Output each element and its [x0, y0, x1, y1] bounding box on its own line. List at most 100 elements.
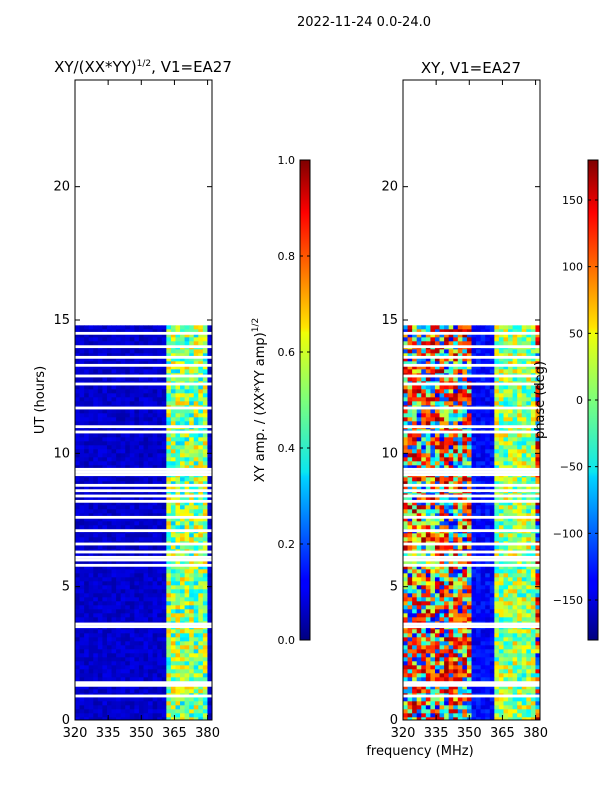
heatmap-cell: [138, 341, 144, 346]
heatmap-cell: [166, 501, 172, 506]
heatmap-cell: [466, 561, 472, 566]
heatmap-cell: [102, 657, 108, 662]
heatmap-cell: [116, 517, 122, 522]
heatmap-cell: [202, 525, 208, 530]
heatmap-cell: [116, 661, 122, 666]
heatmap-cell: [434, 377, 440, 382]
heatmap-cell: [189, 449, 195, 454]
heatmap-cell: [79, 377, 85, 382]
heatmap-cell: [175, 713, 181, 718]
heatmap-cell: [407, 353, 413, 358]
heatmap-cell: [184, 421, 190, 426]
heatmap-cell: [207, 565, 213, 570]
heatmap-cell: [448, 545, 454, 550]
heatmap-cell: [508, 409, 513, 414]
heatmap-cell: [152, 397, 158, 402]
heatmap-cell: [102, 521, 108, 526]
heatmap-cell: [403, 533, 408, 538]
heatmap-cell: [466, 337, 472, 342]
heatmap-cell: [412, 369, 418, 374]
heatmap-cell: [106, 325, 112, 330]
x-tick-label: 320: [63, 726, 88, 741]
heatmap-cell: [457, 337, 463, 342]
heatmap-cell: [193, 329, 199, 334]
heatmap-cell: [106, 633, 112, 638]
heatmap-cell: [129, 601, 135, 606]
heatmap-cell: [412, 445, 418, 450]
heatmap-cell: [517, 461, 523, 466]
heatmap-cell: [152, 589, 158, 594]
heatmap-cell: [161, 669, 167, 674]
heatmap-cell: [180, 589, 185, 594]
heatmap-cell: [439, 509, 445, 514]
heatmap-cell: [207, 537, 213, 542]
heatmap-cell: [202, 657, 208, 662]
heatmap-cell: [93, 649, 99, 654]
heatmap-cell: [84, 365, 90, 370]
heatmap-cell: [453, 465, 459, 470]
heatmap-cell: [170, 689, 176, 694]
heatmap-cell: [138, 673, 144, 678]
heatmap-cell: [102, 369, 108, 374]
heatmap-cell: [453, 497, 459, 502]
heatmap-cell: [84, 449, 90, 454]
heatmap-cell: [175, 525, 181, 530]
heatmap-cell: [476, 501, 482, 506]
heatmap-cell: [106, 521, 112, 526]
heatmap-cell: [129, 533, 135, 538]
heatmap-cell: [535, 517, 541, 522]
heatmap-cell: [485, 553, 491, 558]
heatmap-cell: [466, 513, 472, 518]
heatmap-cell: [180, 441, 185, 446]
heatmap-cell: [97, 461, 103, 466]
heatmap-cell: [193, 713, 199, 718]
left-panel: XY/(XX*YY)1/2, V1=EA27 UT (hours) 320 335…: [33, 58, 232, 741]
heatmap-cell: [189, 525, 195, 530]
heatmap-cell: [462, 333, 468, 338]
heatmap-cell: [503, 437, 509, 442]
heatmap-cell: [430, 485, 436, 490]
heatmap-cell: [138, 453, 144, 458]
heatmap-cell: [170, 477, 176, 482]
heatmap-cell: [521, 357, 527, 362]
heatmap-cell: [448, 537, 454, 542]
heatmap-cell: [530, 477, 536, 482]
heatmap-cell: [175, 657, 181, 662]
flagged-row: [75, 625, 212, 629]
heatmap-cell: [416, 533, 422, 538]
heatmap-cell: [138, 565, 144, 570]
heatmap-cell: [157, 453, 163, 458]
heatmap-cell: [88, 709, 94, 714]
heatmap-cell: [480, 393, 486, 398]
heatmap-cell: [453, 329, 459, 334]
heatmap-cell: [430, 357, 436, 362]
heatmap-cell: [84, 629, 90, 634]
heatmap-cell: [152, 505, 158, 510]
heatmap-cell: [193, 677, 199, 682]
heatmap-cell: [430, 349, 436, 354]
heatmap-cell: [512, 341, 518, 346]
heatmap-cell: [202, 649, 208, 654]
heatmap-cell: [189, 417, 195, 422]
heatmap-cell: [88, 385, 94, 390]
heatmap-cell: [170, 593, 176, 598]
heatmap-cell: [462, 457, 468, 462]
heatmap-cell: [134, 357, 140, 362]
heatmap-cell: [517, 337, 523, 342]
heatmap-cell: [503, 477, 509, 482]
heatmap-cell: [202, 513, 208, 518]
heatmap-cell: [198, 685, 204, 690]
heatmap-cell: [448, 361, 454, 366]
heatmap-cell: [189, 553, 195, 558]
heatmap-cell: [170, 673, 176, 678]
heatmap-cell: [508, 485, 513, 490]
heatmap-cell: [97, 537, 103, 542]
heatmap-cell: [79, 365, 85, 370]
heatmap-cell: [193, 389, 199, 394]
heatmap-cell: [97, 689, 103, 694]
heatmap-cell: [480, 569, 486, 574]
heatmap-cell: [97, 553, 103, 558]
heatmap-cell: [84, 497, 90, 502]
heatmap-cell: [480, 333, 486, 338]
heatmap-cell: [175, 597, 181, 602]
